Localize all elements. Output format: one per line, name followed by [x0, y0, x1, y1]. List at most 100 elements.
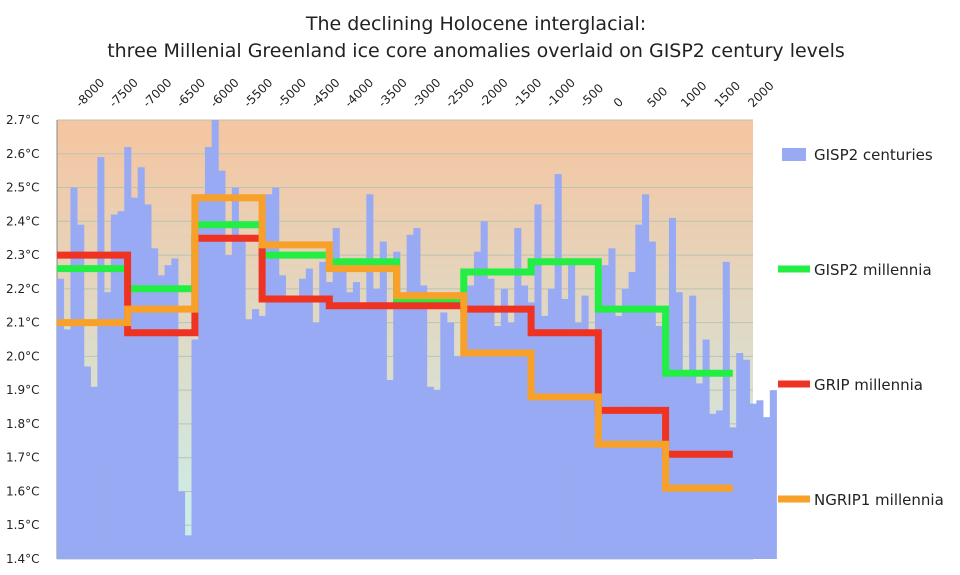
bar — [90, 386, 98, 559]
bar — [252, 309, 260, 559]
bar — [305, 268, 313, 559]
bar — [346, 292, 354, 559]
bar — [104, 292, 112, 559]
bar — [130, 197, 139, 559]
y-tick-label: 1.7°C — [6, 451, 39, 465]
legend-label: NGRIP1 millennia — [814, 491, 944, 509]
bar — [373, 288, 381, 559]
bar — [426, 386, 434, 559]
series-line-ngrip1-millennia — [57, 194, 733, 492]
bar — [689, 295, 697, 559]
bar — [285, 295, 293, 559]
bar — [527, 302, 535, 559]
bar — [245, 319, 253, 559]
bar — [547, 288, 555, 559]
x-tick-label: -7000 — [140, 76, 175, 111]
bar — [433, 390, 441, 559]
x-tick-label: -2000 — [476, 76, 511, 111]
x-tick-label: -4500 — [308, 76, 343, 111]
bar — [272, 187, 280, 560]
bar — [648, 241, 656, 560]
bar — [359, 309, 367, 559]
bar — [406, 234, 414, 560]
bar — [561, 298, 569, 559]
bar — [178, 491, 186, 559]
bar — [225, 255, 233, 560]
bar — [729, 427, 737, 559]
bar — [184, 535, 192, 559]
y-tick-label: 1.9°C — [6, 383, 39, 397]
x-tick-label: 1500 — [712, 79, 743, 110]
bar — [763, 417, 771, 559]
bar — [554, 174, 562, 559]
x-tick-label: 2000 — [745, 79, 776, 110]
bar — [231, 187, 239, 560]
x-tick-label: 1000 — [678, 79, 709, 110]
x-tick-label: -5500 — [241, 76, 276, 111]
bar — [722, 261, 730, 559]
bar — [204, 147, 213, 559]
bar — [467, 285, 475, 559]
bar — [507, 322, 515, 559]
bar — [191, 339, 199, 559]
y-tick-label: 2.1°C — [6, 316, 39, 330]
bar — [447, 322, 455, 559]
bar — [211, 120, 219, 559]
bar — [97, 157, 105, 559]
bar — [642, 194, 650, 560]
y-tick-label: 2.7°C — [6, 113, 39, 127]
bar — [164, 265, 172, 559]
bar — [238, 234, 246, 560]
bar — [319, 261, 327, 559]
x-tick-label: -5000 — [274, 76, 309, 111]
bar — [675, 292, 683, 559]
bar — [278, 275, 286, 559]
bar — [756, 400, 764, 559]
bar — [682, 376, 690, 559]
bar — [171, 258, 179, 559]
bar — [534, 204, 542, 559]
x-tick-label: -1500 — [510, 76, 545, 111]
bar — [702, 339, 710, 559]
bar — [440, 312, 448, 559]
legend-swatch — [782, 148, 806, 161]
x-tick-label: -3000 — [409, 76, 444, 111]
bar — [588, 336, 596, 559]
bar — [615, 315, 623, 559]
bar — [70, 187, 78, 560]
bar — [332, 228, 340, 560]
y-tick-label: 1.5°C — [6, 518, 39, 532]
bar — [473, 251, 482, 559]
x-tick-label: -6000 — [207, 76, 242, 111]
bar — [695, 383, 703, 559]
bar — [366, 194, 374, 560]
x-axis-ticks: -8000 -7500 -7000 -6500 -6000 -5500 -5000 -4500… — [73, 76, 777, 111]
bar — [157, 275, 165, 559]
y-axis-ticks: 1.4°C 1.5°C 1.6°C 1.7°C 1.8°C 1.9°C 2.0°C 2.1°C… — [6, 113, 39, 566]
bar — [325, 282, 334, 559]
y-tick-label: 2.2°C — [6, 282, 39, 296]
y-tick-label: 2.4°C — [6, 214, 39, 228]
bar — [420, 285, 428, 559]
bar — [608, 248, 616, 560]
bar — [453, 356, 461, 559]
bar — [292, 298, 300, 559]
y-tick-label: 1.6°C — [6, 484, 39, 498]
y-tick-label: 2.6°C — [6, 147, 39, 161]
x-tick-label: -6500 — [174, 76, 209, 111]
legend-label: GISP2 millennia — [814, 261, 932, 279]
bar — [736, 353, 744, 559]
bar — [500, 288, 508, 559]
bar — [77, 224, 85, 559]
bar — [742, 359, 750, 559]
bar — [218, 170, 226, 559]
bar — [399, 298, 408, 559]
x-tick-label: -3500 — [375, 76, 410, 111]
bar — [379, 241, 387, 560]
y-tick-label: 1.4°C — [6, 552, 39, 566]
bar — [312, 322, 320, 559]
bar — [117, 211, 125, 559]
bar — [144, 204, 152, 559]
bar — [480, 221, 488, 560]
